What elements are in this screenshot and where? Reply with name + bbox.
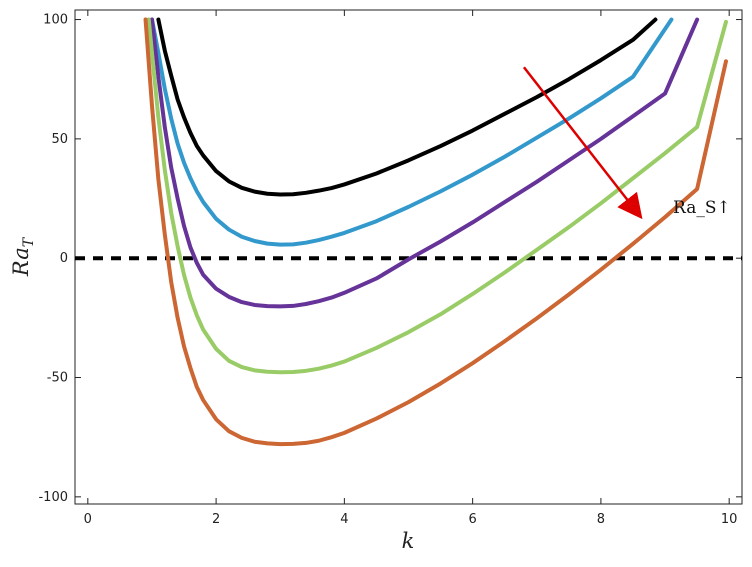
y-tick-label-3: -50 [47,371,68,386]
x-tick-label-5: 10 [721,512,738,527]
series-line-1 [149,17,674,247]
y-axis-label-sub: T [21,236,37,247]
x-tick-label-2: 4 [340,512,348,527]
x-tick-label-0: 0 [84,512,92,527]
series-line-0 [156,17,658,197]
x-tick-label-4: 8 [597,512,605,527]
series-line-3 [146,17,728,375]
y-axis-label-main: Ra [9,247,33,277]
y-axis-label-group: RaT [9,236,37,277]
y-tick-label-1: 50 [51,132,68,147]
x-tick-label-1: 2 [212,512,220,527]
ra-s-arrow [522,66,643,220]
annotation-layer: Ra_S↑ [522,66,731,220]
y-axis-label: RaT [9,236,37,277]
series-layer [143,17,728,447]
x-tick-label-3: 6 [468,512,476,527]
ra-s-annotation: Ra_S↑ [673,198,731,218]
axis-ticks: 0 2 4 6 8 10 100 50 0 -50 -100 [38,10,742,527]
x-axis-label: k [402,529,415,553]
series-line-4 [143,17,728,447]
series-line-2 [149,17,700,309]
y-tick-label-0: 100 [43,13,68,28]
y-tick-label-4: -100 [38,490,68,505]
y-tick-label-2: 0 [60,251,68,266]
